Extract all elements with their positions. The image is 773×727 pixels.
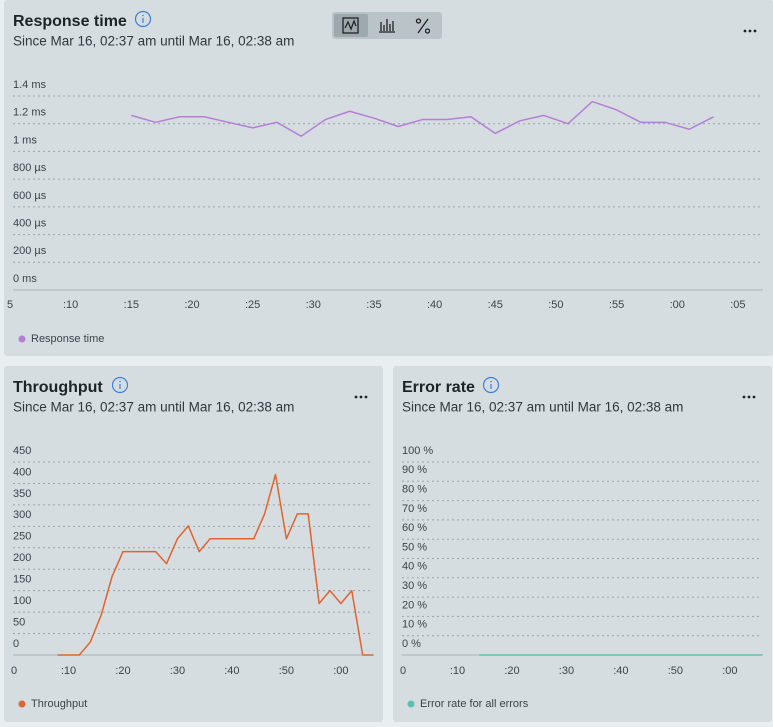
panel bbox=[393, 366, 772, 722]
x-tick-label: :40 bbox=[427, 299, 442, 311]
chart-subtitle: Since Mar 16, 02:37 am until Mar 16, 02:… bbox=[13, 34, 294, 49]
y-tick-label: 50 % bbox=[402, 541, 427, 553]
x-tick-label: :30 bbox=[306, 299, 321, 311]
x-tick-label: :05 bbox=[730, 299, 745, 311]
y-tick-label: 250 bbox=[13, 531, 31, 543]
legend-swatch bbox=[18, 700, 26, 708]
y-tick-label: 400 bbox=[13, 466, 31, 478]
legend-label[interactable]: Response time bbox=[31, 333, 104, 345]
y-tick-label: 100 % bbox=[402, 445, 433, 457]
y-tick-label: 100 bbox=[13, 595, 31, 607]
y-tick-label: 1 ms bbox=[13, 134, 37, 146]
menu-dot[interactable] bbox=[359, 395, 363, 399]
y-tick-label: 200 bbox=[13, 552, 31, 564]
y-tick-label: 40 % bbox=[402, 561, 427, 573]
x-tick-label: :00 bbox=[670, 299, 685, 311]
y-tick-label: 300 bbox=[13, 509, 31, 521]
y-tick-label: 1.4 ms bbox=[13, 79, 47, 91]
info-icon bbox=[119, 380, 121, 383]
x-tick-label: :10 bbox=[63, 299, 78, 311]
chart-subtitle: Since Mar 16, 02:37 am until Mar 16, 02:… bbox=[402, 400, 683, 415]
line-icon bbox=[344, 19, 357, 31]
x-tick-label: :40 bbox=[224, 665, 239, 677]
menu-dot[interactable] bbox=[748, 29, 752, 33]
x-tick-label: :00 bbox=[333, 665, 348, 677]
x-tick-label: :00 bbox=[722, 665, 737, 677]
y-tick-label: 10 % bbox=[402, 619, 427, 631]
chart-subtitle: Since Mar 16, 02:37 am until Mar 16, 02:… bbox=[13, 400, 294, 415]
menu-dot[interactable] bbox=[364, 395, 368, 399]
y-tick-label: 400 µs bbox=[13, 217, 47, 229]
legend-label[interactable]: Error rate for all errors bbox=[420, 698, 529, 710]
y-tick-label: 30 % bbox=[402, 580, 427, 592]
y-tick-label: 90 % bbox=[402, 464, 427, 476]
menu-dot[interactable] bbox=[753, 29, 757, 33]
percent-view-button[interactable] bbox=[417, 18, 429, 34]
x-tick-label: :30 bbox=[559, 665, 574, 677]
menu-dot[interactable] bbox=[354, 395, 358, 399]
panel bbox=[4, 0, 773, 356]
x-tick-label: :20 bbox=[504, 665, 519, 677]
x-tick-label: :15 bbox=[124, 299, 139, 311]
x-tick-label: 0 bbox=[11, 665, 17, 677]
y-tick-label: 80 % bbox=[402, 484, 427, 496]
x-tick-label: :25 bbox=[245, 299, 260, 311]
y-tick-label: 20 % bbox=[402, 599, 427, 611]
x-tick-label: :40 bbox=[613, 665, 628, 677]
y-tick-label: 70 % bbox=[402, 503, 427, 515]
bar-view-button[interactable] bbox=[379, 19, 395, 33]
x-tick-label: :20 bbox=[115, 665, 130, 677]
y-tick-label: 0 bbox=[13, 638, 19, 650]
panel bbox=[4, 366, 383, 722]
y-tick-label: 60 % bbox=[402, 522, 427, 534]
x-tick-label: :55 bbox=[609, 299, 624, 311]
menu-dot[interactable] bbox=[742, 395, 746, 399]
menu-dot[interactable] bbox=[743, 29, 747, 33]
line-icon bbox=[342, 17, 359, 34]
x-tick-label: :30 bbox=[170, 665, 185, 677]
info-icon bbox=[490, 380, 492, 383]
x-tick-label: :20 bbox=[184, 299, 199, 311]
info-icon[interactable] bbox=[482, 376, 500, 394]
y-tick-label: 600 µs bbox=[13, 190, 47, 202]
chart-toolbar bbox=[332, 12, 442, 39]
x-tick-label: 0 bbox=[400, 665, 406, 677]
x-tick-label: :45 bbox=[488, 299, 503, 311]
chart-title: Error rate bbox=[402, 379, 475, 396]
menu-dot[interactable] bbox=[752, 395, 756, 399]
series-line bbox=[131, 100, 714, 137]
legend-swatch bbox=[407, 700, 415, 708]
x-tick-label: :50 bbox=[668, 665, 683, 677]
x-tick-label: :10 bbox=[61, 665, 76, 677]
legend-label[interactable]: Throughput bbox=[31, 698, 87, 710]
y-tick-label: 800 µs bbox=[13, 162, 47, 174]
y-tick-label: 0 % bbox=[402, 638, 421, 650]
info-icon bbox=[142, 14, 144, 17]
y-tick-label: 50 bbox=[13, 616, 25, 628]
legend-swatch bbox=[18, 335, 26, 343]
chart-title: Throughput bbox=[13, 379, 103, 396]
x-tick-label: :35 bbox=[366, 299, 381, 311]
y-tick-label: 450 bbox=[13, 445, 31, 457]
y-tick-label: 200 µs bbox=[13, 245, 47, 257]
y-tick-label: 1.2 ms bbox=[13, 107, 47, 119]
menu-dot[interactable] bbox=[747, 395, 751, 399]
percent-icon bbox=[424, 28, 431, 34]
percent-icon bbox=[415, 18, 422, 24]
x-tick-label: :10 bbox=[450, 665, 465, 677]
y-tick-label: 150 bbox=[13, 574, 31, 586]
series-line bbox=[57, 473, 374, 656]
x-tick-label: 5 bbox=[7, 299, 13, 311]
x-tick-label: :50 bbox=[279, 665, 294, 677]
info-icon[interactable] bbox=[134, 10, 152, 28]
info-icon[interactable] bbox=[111, 376, 129, 394]
x-tick-label: :50 bbox=[548, 299, 563, 311]
chart-title: Response time bbox=[13, 13, 127, 30]
y-tick-label: 350 bbox=[13, 488, 31, 500]
y-tick-label: 0 ms bbox=[13, 273, 37, 285]
